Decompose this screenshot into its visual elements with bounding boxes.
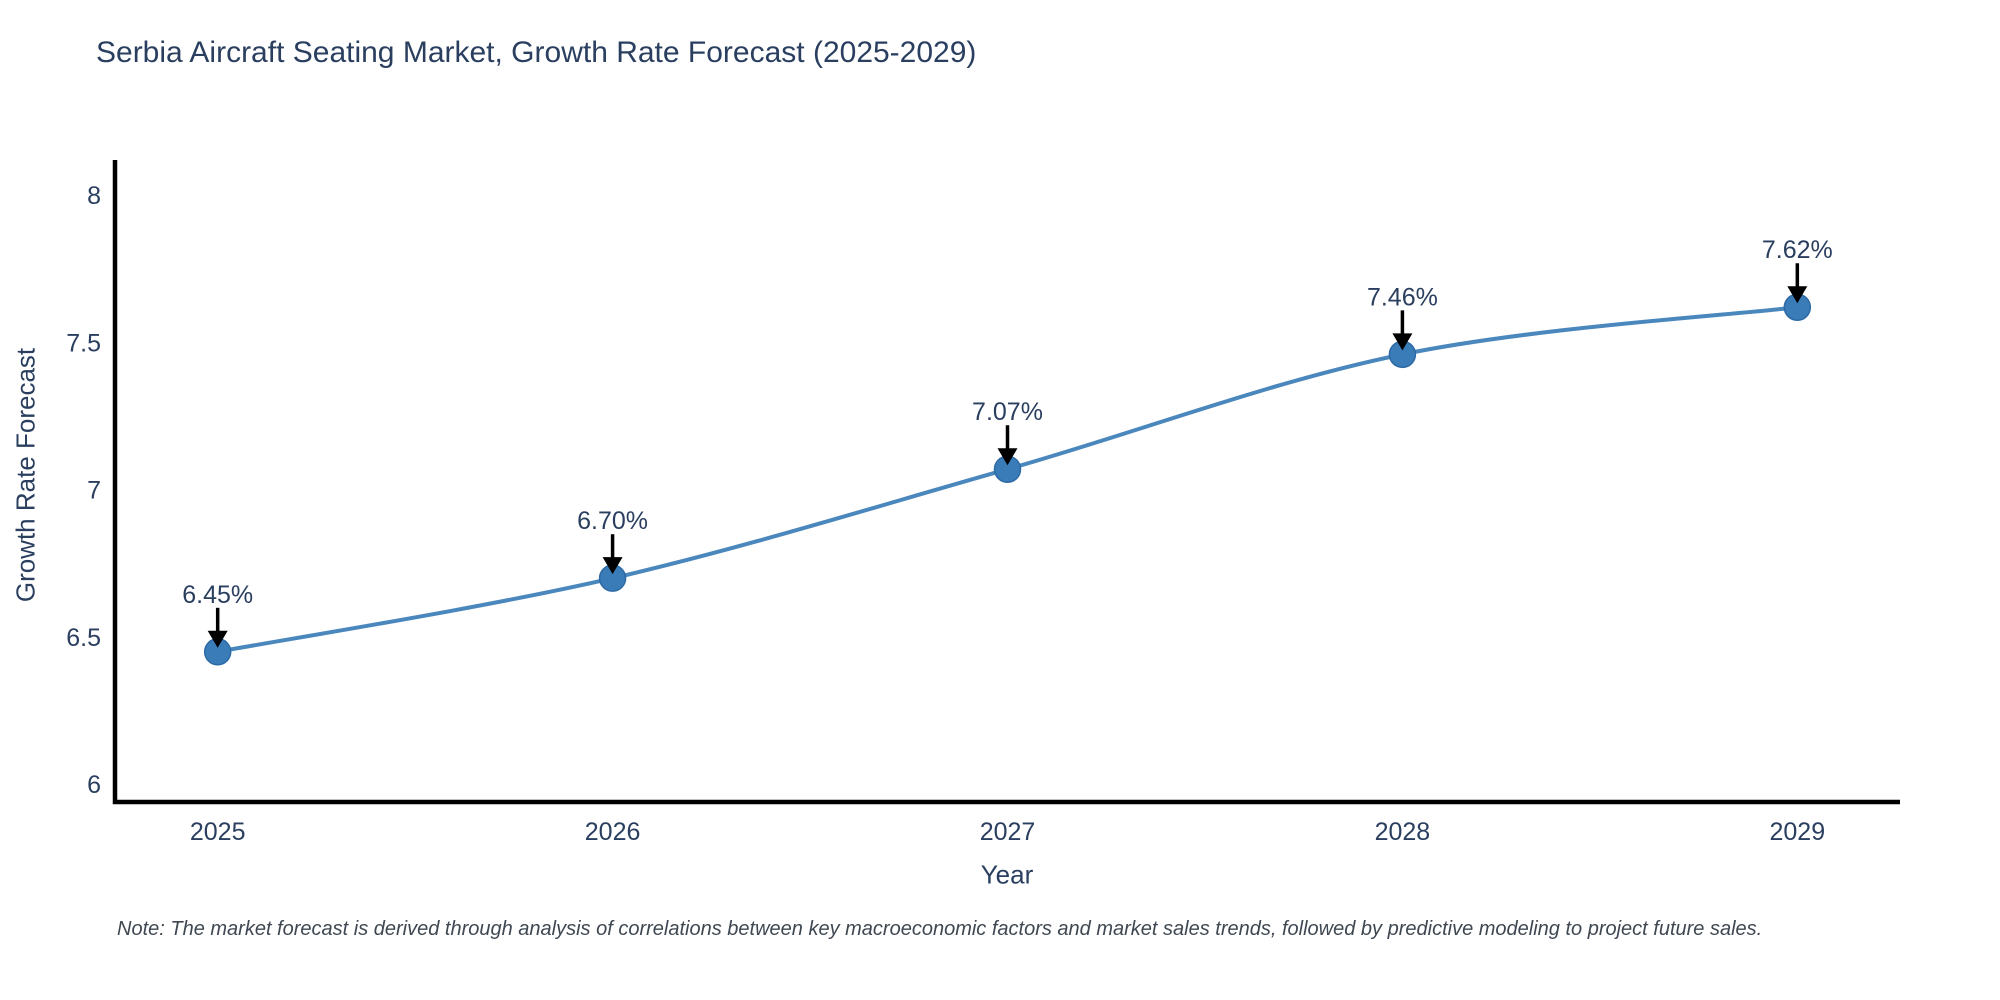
axis-lines bbox=[112, 160, 1900, 805]
x-tick-label: 2027 bbox=[980, 818, 1036, 846]
annotation-arrow-head bbox=[1787, 286, 1808, 304]
footnote: Note: The market forecast is derived thr… bbox=[117, 918, 1763, 940]
x-tick-label: 2028 bbox=[1375, 818, 1431, 846]
y-axis-title: Growth Rate Forecast bbox=[10, 347, 41, 603]
data-point-label: 6.70% bbox=[577, 507, 648, 535]
data-point-label: 7.62% bbox=[1762, 236, 1833, 264]
annotation-arrow-head bbox=[207, 630, 228, 648]
x-axis-title: Year bbox=[980, 859, 1034, 890]
y-tick-label: 7.5 bbox=[66, 329, 101, 357]
annotation-arrow-head bbox=[1392, 333, 1413, 351]
y-tick-label: 7 bbox=[87, 477, 101, 505]
y-tick-label: 8 bbox=[87, 182, 101, 210]
annotation-arrow-head bbox=[997, 448, 1018, 466]
x-tick-label: 2029 bbox=[1770, 818, 1826, 846]
y-tick-label: 6.5 bbox=[66, 624, 101, 652]
annotation-arrow-head bbox=[602, 557, 623, 575]
data-point-label: 7.46% bbox=[1367, 283, 1438, 311]
data-point-label: 6.45% bbox=[182, 581, 253, 609]
y-tick-label: 6 bbox=[87, 771, 101, 799]
x-tick-label: 2026 bbox=[585, 818, 641, 846]
data-point-label: 7.07% bbox=[972, 398, 1043, 426]
x-tick-label: 2025 bbox=[190, 818, 246, 846]
chart-title: Serbia Aircraft Seating Market, Growth R… bbox=[96, 36, 977, 69]
